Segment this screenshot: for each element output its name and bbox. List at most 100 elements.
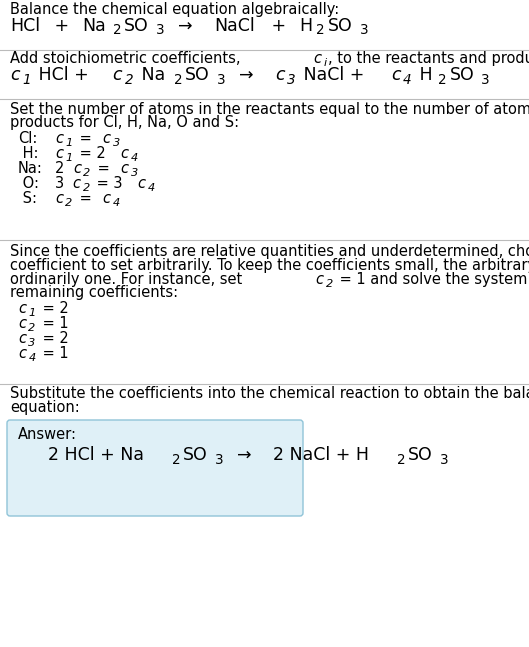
Text: c: c (120, 161, 129, 176)
Text: 2: 2 (125, 72, 133, 87)
Text: = 2: = 2 (38, 331, 68, 346)
Text: 2: 2 (174, 72, 182, 87)
Text: 2: 2 (55, 161, 69, 176)
Text: =: = (75, 191, 96, 206)
Text: 2: 2 (65, 198, 72, 208)
Text: H:: H: (18, 146, 39, 161)
Text: c: c (55, 191, 63, 206)
Text: = 2: = 2 (38, 301, 68, 316)
FancyBboxPatch shape (7, 420, 303, 516)
Text: NaCl +: NaCl + (298, 66, 370, 84)
Text: c: c (73, 176, 81, 191)
Text: Add stoichiometric coefficients,: Add stoichiometric coefficients, (10, 51, 245, 66)
Text: H: H (299, 17, 313, 35)
Text: =: = (93, 161, 114, 176)
Text: remaining coefficients:: remaining coefficients: (10, 285, 178, 300)
Text: ordinarily one. For instance, set: ordinarily one. For instance, set (10, 272, 247, 287)
Text: equation:: equation: (10, 400, 80, 415)
Text: Na: Na (82, 17, 106, 35)
Text: 1: 1 (65, 153, 72, 163)
Text: c: c (18, 316, 26, 331)
Text: Na: Na (136, 66, 165, 84)
Text: 3: 3 (113, 138, 120, 148)
Text: +: + (49, 17, 75, 35)
Text: 3: 3 (156, 23, 165, 38)
Text: = 1 and solve the system of equations for the: = 1 and solve the system of equations fo… (335, 272, 529, 287)
Text: 3: 3 (215, 452, 224, 466)
Text: SO: SO (450, 66, 475, 84)
Text: H: H (414, 66, 433, 84)
Text: c: c (55, 131, 63, 146)
Text: 2 NaCl + H: 2 NaCl + H (273, 446, 369, 464)
Text: SO: SO (183, 446, 208, 464)
Text: 2: 2 (439, 72, 447, 87)
Text: SO: SO (124, 17, 149, 35)
Text: 3: 3 (131, 168, 138, 178)
Text: Since the coefficients are relative quantities and underdetermined, choose a: Since the coefficients are relative quan… (10, 244, 529, 259)
Text: 3: 3 (29, 338, 35, 348)
Text: 2: 2 (326, 279, 333, 289)
Text: c: c (18, 346, 26, 361)
Text: = 1: = 1 (38, 316, 68, 331)
Text: O:: O: (18, 176, 39, 191)
Text: c: c (316, 272, 324, 287)
Text: HCl +: HCl + (33, 66, 95, 84)
Text: 4: 4 (148, 183, 156, 193)
Text: 1: 1 (65, 138, 72, 148)
Text: = 2: = 2 (75, 146, 110, 161)
Text: c: c (138, 176, 146, 191)
Text: = 1: = 1 (38, 346, 68, 361)
Text: c: c (55, 146, 63, 161)
Text: c: c (120, 146, 129, 161)
Text: 2: 2 (84, 168, 90, 178)
Text: 2: 2 (316, 23, 325, 38)
Text: S:: S: (18, 191, 37, 206)
Text: Balance the chemical equation algebraically:: Balance the chemical equation algebraica… (10, 2, 339, 17)
Text: →: → (228, 66, 264, 84)
Text: Na:: Na: (18, 161, 43, 176)
Text: c: c (113, 66, 122, 84)
Text: , to the reactants and products:: , to the reactants and products: (328, 51, 529, 66)
Text: c: c (18, 301, 26, 316)
Text: =: = (75, 131, 96, 146)
Text: 3: 3 (360, 23, 368, 38)
Text: NaCl: NaCl (214, 17, 254, 35)
Text: products for Cl, H, Na, O and S:: products for Cl, H, Na, O and S: (10, 115, 239, 130)
Text: 4: 4 (29, 353, 35, 363)
Text: 1: 1 (22, 72, 31, 87)
Text: i: i (324, 58, 327, 68)
Text: →: → (167, 17, 203, 35)
Text: 3: 3 (55, 176, 69, 191)
Text: = 3: = 3 (93, 176, 127, 191)
Text: Substitute the coefficients into the chemical reaction to obtain the balanced: Substitute the coefficients into the che… (10, 386, 529, 401)
Text: 2: 2 (83, 183, 90, 193)
Text: SO: SO (327, 17, 352, 35)
Text: →: → (226, 446, 262, 464)
Text: +: + (267, 17, 292, 35)
Text: 2 HCl + Na: 2 HCl + Na (48, 446, 144, 464)
Text: SO: SO (408, 446, 433, 464)
Text: Answer:: Answer: (18, 427, 77, 442)
Text: 2: 2 (113, 23, 121, 38)
Text: c: c (102, 191, 110, 206)
Text: SO: SO (185, 66, 209, 84)
Text: coefficient to set arbitrarily. To keep the coefficients small, the arbitrary va: coefficient to set arbitrarily. To keep … (10, 258, 529, 273)
Text: Cl:: Cl: (18, 131, 38, 146)
Text: 4: 4 (113, 198, 120, 208)
Text: 3: 3 (440, 452, 449, 466)
Text: 2: 2 (172, 452, 180, 466)
Text: 2: 2 (397, 452, 406, 466)
Text: c: c (10, 66, 20, 84)
Text: c: c (102, 131, 110, 146)
Text: 1: 1 (29, 308, 35, 318)
Text: c: c (313, 51, 322, 66)
Text: c: c (18, 331, 26, 346)
Text: 3: 3 (287, 72, 296, 87)
Text: 4: 4 (131, 153, 138, 163)
Text: 4: 4 (403, 72, 412, 87)
Text: Set the number of atoms in the reactants equal to the number of atoms in the: Set the number of atoms in the reactants… (10, 102, 529, 117)
Text: 3: 3 (216, 72, 225, 87)
Text: 3: 3 (481, 72, 490, 87)
Text: c: c (275, 66, 285, 84)
Text: 2: 2 (29, 323, 35, 333)
